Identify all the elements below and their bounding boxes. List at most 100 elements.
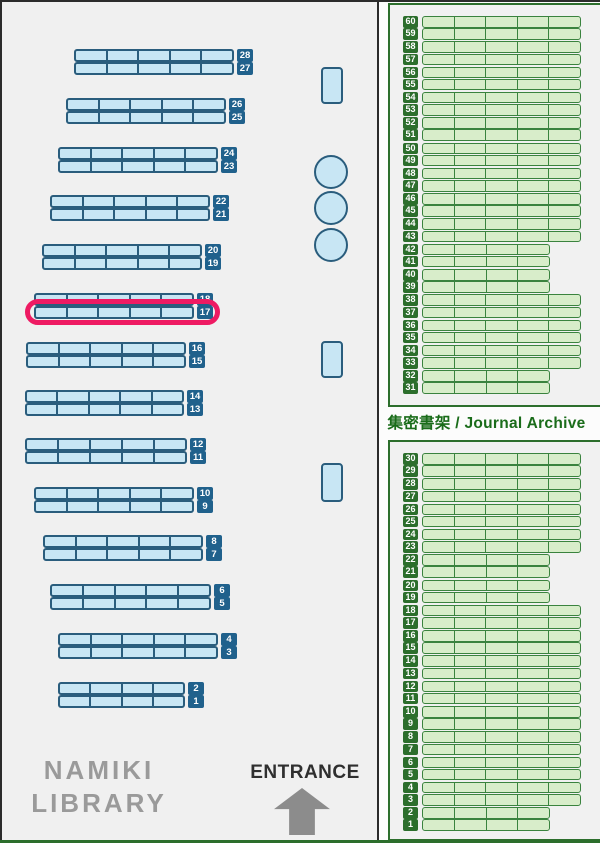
archive-segment [486, 332, 518, 343]
archive-segment [423, 567, 455, 577]
archive-segment [549, 68, 580, 78]
archive-bar [422, 294, 581, 306]
archive-segment [549, 606, 580, 616]
archive-number-badge: 21 [403, 566, 418, 578]
shelf-segment [147, 210, 179, 219]
archive-segment [549, 219, 580, 229]
shelf-segment [60, 635, 92, 644]
archive-number-badge: 32 [403, 370, 418, 382]
shelf-segment [99, 489, 131, 498]
shelf-bar [58, 695, 185, 708]
shelf-segment [91, 357, 123, 366]
archive-segment [455, 155, 487, 166]
archive-box-lower: 30 29 28 27 26 25 24 23 22 21 20 19 18 17 16 15 14 13 12 11… [388, 440, 600, 841]
archive-segment [423, 231, 455, 242]
archive-bar [422, 591, 550, 604]
archive-segment [455, 757, 487, 768]
shelf-segment [202, 64, 232, 73]
shelf-bar [42, 257, 202, 270]
shelf-segment [123, 635, 155, 644]
archive-number-badge: 30 [403, 453, 418, 465]
shelf-number-badge: 8 [206, 535, 222, 548]
shelf-segment [91, 697, 123, 706]
archive-segment [518, 795, 550, 805]
archive-bar [422, 807, 550, 819]
archive-segment [455, 808, 487, 818]
archive-segment [486, 219, 518, 229]
shelf-bar [42, 244, 202, 257]
archive-segment [423, 54, 455, 64]
shelf-segment [171, 51, 203, 60]
archive-segment [486, 719, 518, 729]
archive-segment [486, 681, 518, 692]
shelf-segment [76, 259, 108, 268]
archive-segment [423, 270, 455, 280]
archive-bar [422, 718, 581, 730]
archive-bar [422, 768, 581, 781]
archive-bar [422, 66, 581, 79]
shelf-segment [92, 162, 124, 171]
map-border-bottom [0, 840, 600, 843]
archive-bar [422, 819, 550, 831]
archive-segment [518, 491, 550, 501]
shelf-segment [123, 648, 155, 657]
archive-segment [518, 383, 549, 393]
archive-segment [549, 530, 580, 540]
archive-number-badge: 31 [403, 382, 418, 394]
shelf-number-badge: 11 [190, 451, 206, 464]
archive-segment [518, 516, 550, 527]
archive-bar [422, 617, 581, 629]
shelf-number-badge: 24 [221, 147, 237, 160]
archive-segment [486, 17, 518, 27]
archive-segment [518, 206, 550, 216]
archive-bar [422, 382, 550, 394]
archive-segment [518, 769, 550, 780]
archive-segment [549, 308, 580, 318]
shelf-segment [154, 697, 183, 706]
shelf-segment [162, 489, 192, 498]
archive-segment [518, 656, 550, 666]
archive-segment [486, 155, 518, 166]
archive-segment [423, 504, 455, 515]
archive-segment [486, 54, 518, 64]
archive-number-badge: 3 [403, 794, 418, 806]
shelf-segment [123, 697, 154, 706]
shelf-segment [44, 259, 76, 268]
archive-segment [455, 681, 487, 692]
archive-bar [422, 667, 581, 680]
shelf-segment [52, 210, 84, 219]
shelf-segment [155, 162, 187, 171]
archive-segment [549, 492, 580, 502]
archive-number-badge: 40 [403, 269, 418, 281]
archive-segment [486, 29, 518, 39]
table-round [314, 155, 348, 189]
table-round [314, 191, 348, 225]
archive-segment [518, 693, 550, 704]
archive-segment [549, 694, 580, 704]
archive-bar [422, 255, 550, 268]
shelf-segment [154, 344, 184, 353]
shelf-segment [153, 392, 182, 401]
archive-segment [455, 643, 487, 653]
archive-segment [455, 656, 487, 666]
archive-segment [423, 244, 455, 255]
archive-segment [518, 732, 550, 742]
shelf-segment [186, 162, 216, 171]
shelf-number-badge: 19 [205, 257, 221, 270]
archive-segment [423, 618, 455, 628]
archive-segment [486, 358, 518, 368]
shelf-segment [170, 246, 200, 255]
archive-segment [518, 618, 550, 628]
archive-segment [423, 105, 455, 115]
shelf-number-badge: 3 [221, 646, 237, 659]
table-rect [321, 341, 343, 378]
shelf-bar [26, 342, 186, 355]
archive-segment [423, 707, 455, 717]
archive-bar [422, 554, 550, 566]
shelf-segment [163, 113, 195, 122]
shelf-segment [36, 502, 68, 511]
archive-segment [423, 529, 455, 540]
archive-bar [422, 154, 581, 167]
archive-segment [518, 231, 550, 242]
archive-number-badge: 29 [403, 465, 418, 477]
